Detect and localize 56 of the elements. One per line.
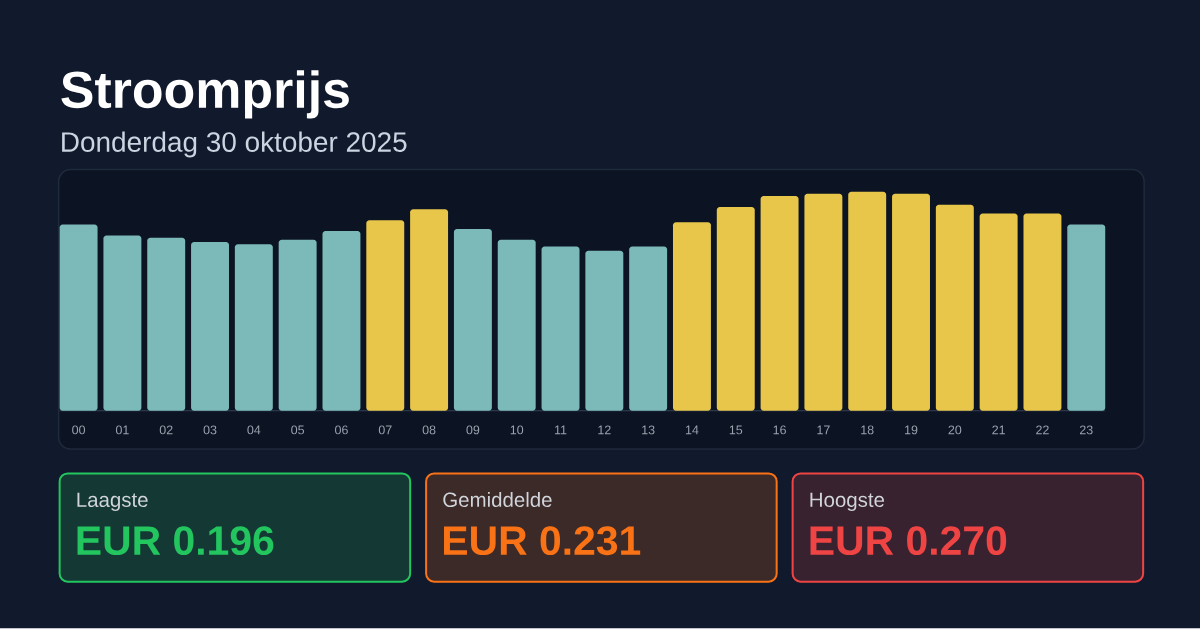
text: EUR 0.270 <box>810 526 1007 556</box>
x-tick-label: 16 <box>773 425 786 435</box>
bar <box>760 196 799 411</box>
text: Gemiddelde <box>443 492 552 508</box>
bar <box>1023 213 1062 411</box>
x-tick-label: 00 <box>72 425 86 435</box>
bar <box>848 191 887 411</box>
bar <box>191 242 229 411</box>
bar <box>497 240 536 411</box>
bar <box>1067 224 1106 411</box>
x-tick-label: 18 <box>861 425 874 435</box>
bar <box>541 246 580 411</box>
x-tick-label: 23 <box>1079 425 1093 435</box>
x-tick-label: 08 <box>422 425 436 435</box>
x-tick-label: 11 <box>555 425 567 435</box>
x-tick-label: 12 <box>598 425 611 435</box>
bar <box>935 205 974 411</box>
bar <box>59 224 98 411</box>
bar <box>804 194 843 411</box>
text: EUR 0.231 <box>444 526 641 556</box>
x-tick-label: 04 <box>247 425 261 435</box>
bar <box>366 220 405 411</box>
text: Hoogste <box>810 492 885 512</box>
x-tick-label: 09 <box>466 425 480 435</box>
bar <box>979 213 1018 411</box>
x-tick-label: 06 <box>335 425 348 435</box>
x-tick-label: 07 <box>378 425 392 435</box>
x-tick-label: 21 <box>992 425 1005 435</box>
chart-title: Stroomprijs <box>61 70 349 119</box>
bar <box>716 207 755 411</box>
bar <box>103 235 142 411</box>
x-tick-label: 05 <box>291 425 305 435</box>
text: Laagste <box>77 492 148 512</box>
chart-subtitle: Donderdag 30 oktober 2025 <box>62 131 407 158</box>
x-tick-label: 13 <box>642 425 655 435</box>
x-tick-label: 14 <box>685 425 699 435</box>
text: EUR 0.196 <box>77 526 274 556</box>
x-tick-label: 15 <box>729 425 743 435</box>
bar <box>410 209 449 411</box>
bar <box>234 244 273 411</box>
bar <box>892 194 930 411</box>
x-tick-label: 22 <box>1036 425 1049 435</box>
x-tick-label: 20 <box>948 425 962 435</box>
x-tick-label: 02 <box>159 425 173 435</box>
bar <box>672 222 711 411</box>
bar <box>453 229 492 411</box>
x-tick-label: 19 <box>905 425 918 435</box>
x-tick-label: 03 <box>203 425 217 435</box>
x-tick-label: 17 <box>817 425 830 435</box>
x-tick-label: 01 <box>115 425 129 435</box>
bar <box>322 231 361 411</box>
x-tick-label: 10 <box>510 425 524 435</box>
bar <box>585 251 624 411</box>
bar <box>278 240 317 411</box>
bar <box>629 246 668 411</box>
bar <box>147 237 186 411</box>
